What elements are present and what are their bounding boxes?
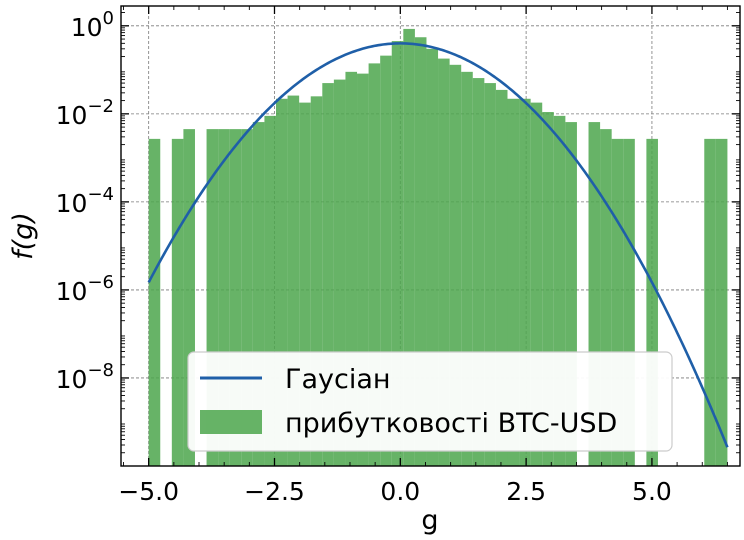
plot-frame — [120, 5, 741, 467]
histogram-bar — [403, 28, 415, 467]
x-tick-labels: −5.0 −2.5 0.0 2.5 5.0 — [118, 477, 671, 506]
histogram-bar — [391, 41, 404, 466]
histogram-bar — [507, 98, 520, 466]
histogram-bar — [368, 63, 381, 466]
histogram-bar — [183, 129, 195, 466]
histogram-bar — [495, 89, 508, 466]
x-tick-label: 0.0 — [380, 477, 420, 506]
histogram-bar — [322, 83, 334, 467]
histogram-bar — [276, 98, 288, 466]
histogram-bar — [611, 138, 624, 467]
histogram-bar — [461, 71, 473, 467]
y-tick-label: 10−6 — [56, 272, 114, 306]
gaussian-curve-layer — [147, 42, 729, 448]
legend: Гаусіан прибутковості BTC-USD — [187, 351, 673, 452]
y-tick-labels: 100 10−2 10−4 10−6 10−8 — [56, 8, 114, 394]
legend-gaussian-label: Гаусіан — [285, 364, 391, 395]
histogram-bar — [438, 58, 450, 466]
histogram-bar — [715, 138, 728, 467]
histogram-bar — [287, 95, 300, 466]
histogram-bar — [553, 115, 566, 467]
histogram-bar — [264, 115, 277, 467]
histogram-bar — [380, 55, 392, 467]
x-tick-label: 2.5 — [506, 477, 546, 506]
histogram-bars — [148, 28, 728, 467]
y-tick-label: 10−2 — [56, 96, 114, 130]
x-tick-label: −2.5 — [244, 477, 305, 506]
histogram-bar — [704, 138, 716, 467]
legend-box — [187, 351, 673, 452]
histogram-bar — [171, 138, 184, 467]
legend-histogram-label: прибутковості BTC-USD — [285, 408, 617, 439]
histogram-bar — [600, 129, 612, 466]
histogram-bar — [484, 83, 496, 467]
histogram-bar — [623, 138, 635, 467]
y-tick-label: 10−4 — [56, 184, 114, 218]
x-axis-label: g — [421, 505, 438, 536]
histogram-bar — [646, 138, 658, 467]
histogram-bar — [229, 129, 242, 466]
histogram-bar — [530, 102, 543, 466]
histogram-bar — [252, 122, 265, 467]
histogram-bar — [519, 98, 531, 466]
y-tick-label: 100 — [71, 8, 114, 42]
histogram-bar — [472, 78, 485, 466]
histogram-bar — [449, 64, 462, 466]
histogram-bar — [148, 138, 161, 467]
histogram-bar — [588, 122, 601, 467]
legend-histogram-swatch — [200, 410, 262, 434]
histogram-bar — [542, 112, 554, 467]
gaussian-curve — [147, 42, 729, 448]
y-tick-label: 10−8 — [56, 360, 114, 394]
histogram-bar — [345, 71, 358, 467]
histogram-bar — [426, 48, 439, 466]
y-axis-label: f(g) — [8, 212, 39, 260]
histogram-bar — [565, 122, 577, 467]
histogram-bar — [206, 129, 219, 466]
axis-ticks — [121, 6, 740, 466]
histogram-bar — [333, 79, 346, 466]
x-tick-label: 5.0 — [632, 477, 672, 506]
histogram-bar — [357, 73, 369, 467]
histogram-bar — [310, 96, 323, 467]
x-tick-label: −5.0 — [118, 477, 179, 506]
histogram-bar — [299, 102, 311, 466]
histogram-bar — [218, 129, 230, 466]
histogram-bar — [414, 37, 427, 467]
histogram-bar — [241, 129, 253, 466]
